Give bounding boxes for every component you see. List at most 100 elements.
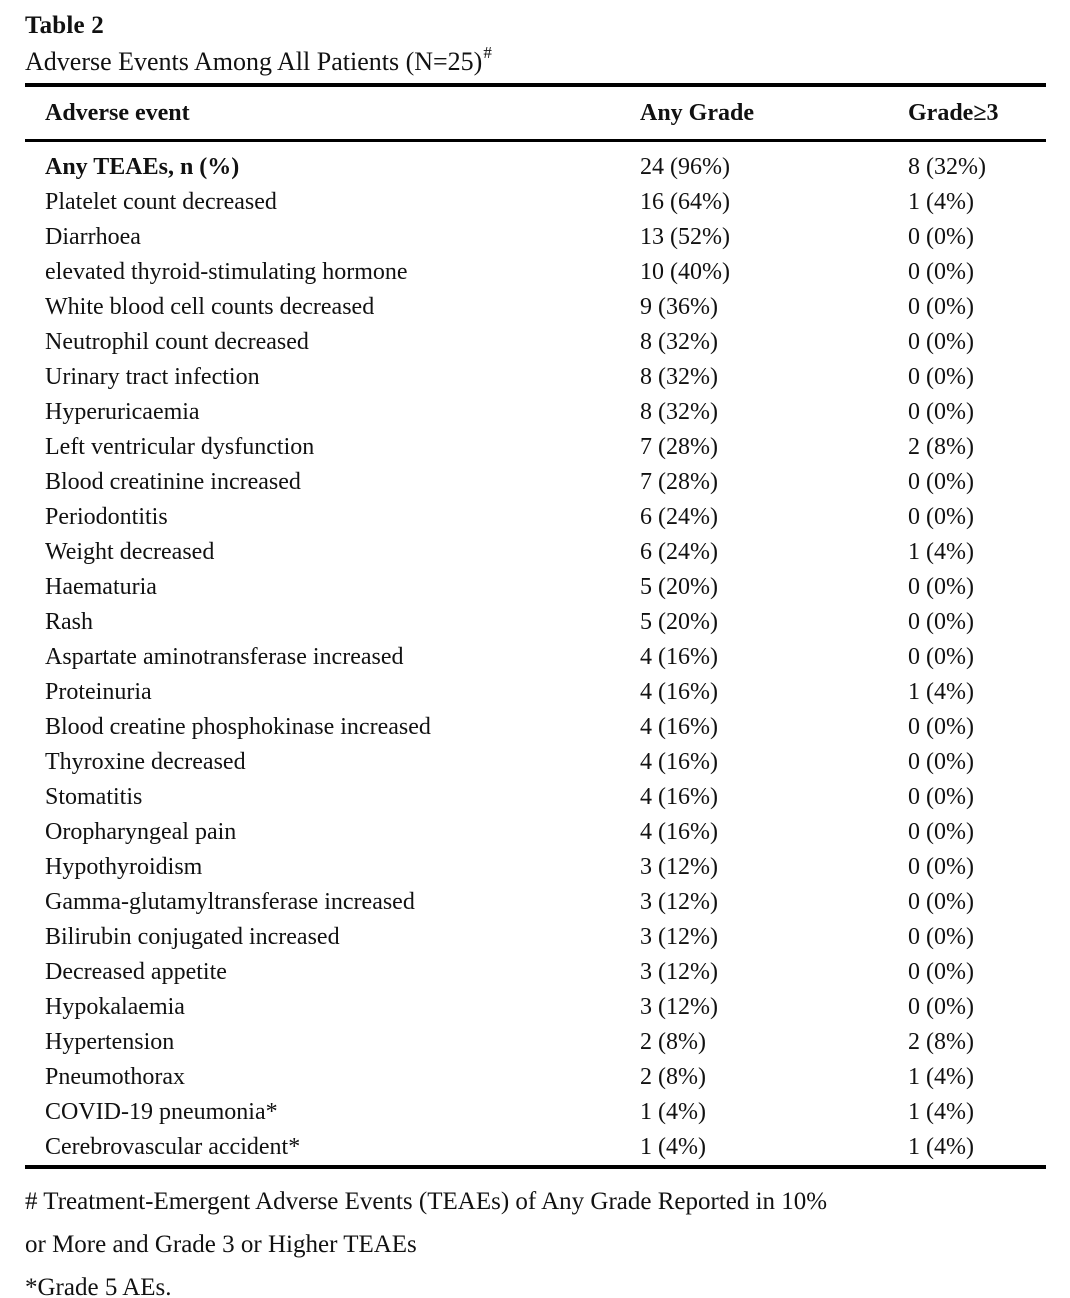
adverse-event-cell: Hypertension <box>45 1029 175 1055</box>
table-row: Hypertension 2 (8%) 2 (8%) <box>25 1025 1046 1060</box>
table-row: Pneumothorax 2 (8%) 1 (4%) <box>25 1060 1046 1095</box>
table-row: Bilirubin conjugated increased 3 (12%) 0 (… <box>25 920 1046 955</box>
grade3-cell: 0 (0%) <box>908 504 974 530</box>
grade3-cell: 1 (4%) <box>908 539 974 565</box>
table-row: Urinary tract infection 8 (32%) 0 (0%) <box>25 360 1046 395</box>
adverse-event-cell: Neutrophil count decreased <box>45 329 309 355</box>
adverse-event-cell: Urinary tract infection <box>45 364 260 390</box>
adverse-event-cell: White blood cell counts decreased <box>45 294 375 320</box>
adverse-event-cell: Haematuria <box>45 574 157 600</box>
any-grade-cell: 8 (32%) <box>640 329 718 355</box>
adverse-events-table: Adverse event Any Grade Grade≥3 Any TEAE… <box>25 83 1046 1169</box>
table-row: Weight decreased 6 (24%) 1 (4%) <box>25 535 1046 570</box>
adverse-event-cell: Hyperuricaemia <box>45 399 200 425</box>
grade3-cell: 1 (4%) <box>908 1134 974 1160</box>
table-row: Haematuria 5 (20%) 0 (0%) <box>25 570 1046 605</box>
table-row: Rash 5 (20%) 0 (0%) <box>25 605 1046 640</box>
adverse-event-cell: Oropharyngeal pain <box>45 819 237 845</box>
grade3-cell: 0 (0%) <box>908 854 974 880</box>
adverse-event-cell: Hypokalaemia <box>45 994 185 1020</box>
any-grade-cell: 1 (4%) <box>640 1099 706 1125</box>
table-row: Cerebrovascular accident* 1 (4%) 1 (4%) <box>25 1130 1046 1167</box>
table-header: Adverse event Any Grade Grade≥3 <box>25 85 1046 142</box>
table-row: Blood creatinine increased 7 (28%) 0 (0%) <box>25 465 1046 500</box>
any-grade-cell: 4 (16%) <box>640 679 718 705</box>
table-row: Platelet count decreased 16 (64%) 1 (4%) <box>25 185 1046 220</box>
grade3-cell: 0 (0%) <box>908 399 974 425</box>
table-body: Any TEAEs, n (%) 24 (96%) 8 (32%) Platelet … <box>25 141 1046 1168</box>
caption-footnote-marker: # <box>483 43 492 63</box>
grade3-cell: 1 (4%) <box>908 679 974 705</box>
grade3-cell: 0 (0%) <box>908 224 974 250</box>
table-caption-text: Adverse Events Among All Patients (N=25) <box>25 47 483 76</box>
any-grade-cell: 4 (16%) <box>640 749 718 775</box>
table-row: Hypothyroidism 3 (12%) 0 (0%) <box>25 850 1046 885</box>
any-grade-cell: 6 (24%) <box>640 539 718 565</box>
grade3-cell: 0 (0%) <box>908 294 974 320</box>
table-row: Gamma-glutamyltransferase increased 3 (12… <box>25 885 1046 920</box>
table-row: Proteinuria 4 (16%) 1 (4%) <box>25 675 1046 710</box>
any-grade-cell: 4 (16%) <box>640 784 718 810</box>
table-row: White blood cell counts decreased 9 (36%)… <box>25 290 1046 325</box>
column-header-adverse-event: Adverse event <box>25 85 640 142</box>
grade3-cell: 0 (0%) <box>908 749 974 775</box>
grade3-cell: 0 (0%) <box>908 959 974 985</box>
adverse-event-cell: Any TEAEs, n (%) <box>45 154 240 180</box>
grade3-cell: 1 (4%) <box>908 1099 974 1125</box>
footnote-line: or More and Grade 3 or Higher TEAEs <box>25 1231 417 1258</box>
footnote-line: # Treatment-Emergent Adverse Events (TEA… <box>25 1188 828 1215</box>
any-grade-cell: 2 (8%) <box>640 1029 706 1055</box>
adverse-event-cell: Platelet count decreased <box>45 189 277 215</box>
table-row: Left ventricular dysfunction 7 (28%) 2 (8%… <box>25 430 1046 465</box>
table-row: Aspartate aminotransferase increased 4 (1… <box>25 640 1046 675</box>
column-header-grade3: Grade≥3 <box>908 85 1046 142</box>
any-grade-cell: 5 (20%) <box>640 574 718 600</box>
grade3-cell: 0 (0%) <box>908 259 974 285</box>
adverse-event-cell: Cerebrovascular accident* <box>45 1134 301 1160</box>
any-grade-cell: 3 (12%) <box>640 854 718 880</box>
adverse-event-cell: Blood creatinine increased <box>45 469 301 495</box>
grade3-cell: 1 (4%) <box>908 1064 974 1090</box>
any-grade-cell: 4 (16%) <box>640 714 718 740</box>
grade3-cell: 2 (8%) <box>908 434 974 460</box>
table-row: Thyroxine decreased 4 (16%) 0 (0%) <box>25 745 1046 780</box>
table-row: Neutrophil count decreased 8 (32%) 0 (0%) <box>25 325 1046 360</box>
table-row: Hypokalaemia 3 (12%) 0 (0%) <box>25 990 1046 1025</box>
any-grade-cell: 3 (12%) <box>640 994 718 1020</box>
grade3-cell: 0 (0%) <box>908 329 974 355</box>
grade3-cell: 0 (0%) <box>908 819 974 845</box>
any-grade-cell: 7 (28%) <box>640 469 718 495</box>
table-footnotes: # Treatment-Emergent Adverse Events (TEA… <box>25 1180 1046 1298</box>
adverse-event-cell: Pneumothorax <box>45 1064 185 1090</box>
adverse-event-cell: Stomatitis <box>45 784 143 810</box>
any-grade-cell: 10 (40%) <box>640 259 730 285</box>
table-row: Any TEAEs, n (%) 24 (96%) 8 (32%) <box>25 141 1046 186</box>
table-row: elevated thyroid-stimulating hormone 10 (… <box>25 255 1046 290</box>
any-grade-cell: 1 (4%) <box>640 1134 706 1160</box>
any-grade-cell: 16 (64%) <box>640 189 730 215</box>
grade3-cell: 2 (8%) <box>908 1029 974 1055</box>
column-header-any-grade: Any Grade <box>640 85 908 142</box>
table-row: Oropharyngeal pain 4 (16%) 0 (0%) <box>25 815 1046 850</box>
grade3-cell: 0 (0%) <box>908 994 974 1020</box>
table-row: Decreased appetite 3 (12%) 0 (0%) <box>25 955 1046 990</box>
grade3-cell: 0 (0%) <box>908 609 974 635</box>
table-row: Stomatitis 4 (16%) 0 (0%) <box>25 780 1046 815</box>
grade3-cell: 0 (0%) <box>908 364 974 390</box>
any-grade-cell: 3 (12%) <box>640 924 718 950</box>
any-grade-cell: 24 (96%) <box>640 154 730 180</box>
adverse-event-cell: Hypothyroidism <box>45 854 203 880</box>
table-row: Periodontitis 6 (24%) 0 (0%) <box>25 500 1046 535</box>
any-grade-cell: 9 (36%) <box>640 294 718 320</box>
grade3-cell: 8 (32%) <box>908 154 986 180</box>
table-row: Diarrhoea 13 (52%) 0 (0%) <box>25 220 1046 255</box>
grade3-cell: 0 (0%) <box>908 784 974 810</box>
footnote-line: *Grade 5 AEs. <box>25 1274 172 1298</box>
grade3-cell: 0 (0%) <box>908 644 974 670</box>
any-grade-cell: 4 (16%) <box>640 644 718 670</box>
table-row: COVID-19 pneumonia* 1 (4%) 1 (4%) <box>25 1095 1046 1130</box>
table-row: Blood creatine phosphokinase increased 4 … <box>25 710 1046 745</box>
grade3-cell: 0 (0%) <box>908 889 974 915</box>
adverse-event-cell: Bilirubin conjugated increased <box>45 924 340 950</box>
